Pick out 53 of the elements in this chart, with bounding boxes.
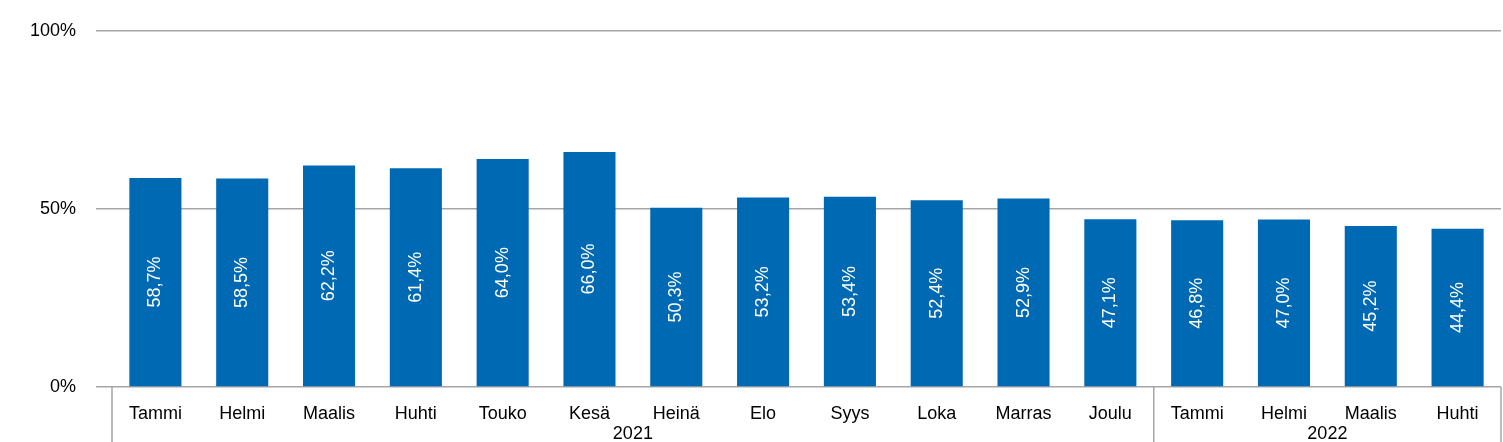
data-label: 58,7% [144, 256, 165, 308]
data-label: 52,4% [925, 267, 946, 319]
y-tick-label: 50% [39, 197, 76, 218]
x-tick-label: Tammi [1170, 402, 1224, 423]
bar [910, 200, 963, 387]
x-tick-label: Tammi [128, 402, 182, 423]
x-tick-label: Elo [750, 402, 777, 423]
x-tick-label: Joulu [1088, 402, 1132, 423]
bar [997, 198, 1050, 387]
x-tick-label: Huhti [394, 402, 437, 423]
bar [129, 177, 182, 387]
bar [823, 196, 876, 387]
x-tick-label: Syys [830, 402, 870, 423]
data-label: 47,0% [1272, 277, 1293, 329]
data-label: 45,2% [1359, 280, 1380, 332]
y-tick-label: 100% [29, 19, 76, 40]
bar [302, 165, 356, 387]
text: 2021 [612, 422, 653, 442]
data-label: 52,9% [1012, 266, 1033, 318]
data-label: 44,4% [1446, 282, 1467, 334]
data-label: 64,0% [491, 247, 512, 299]
x-tick-label: Huhti [1436, 402, 1479, 423]
data-label: 61,4% [404, 251, 425, 303]
bar [1344, 226, 1397, 387]
bar [389, 168, 442, 387]
x-tick-label: Helmi [219, 402, 266, 423]
data-label: 66,0% [578, 243, 599, 295]
bar [476, 159, 529, 387]
bar [1431, 228, 1484, 387]
x-tick-label: Marras [995, 402, 1052, 423]
bar [650, 207, 703, 387]
x-tick-label: Loka [917, 402, 958, 423]
x-tick-label: Touko [478, 402, 527, 423]
x-tick-label: Kesä [568, 402, 611, 423]
data-label: 53,2% [752, 266, 773, 318]
bar [216, 178, 269, 387]
bar [1084, 219, 1137, 387]
data-label: 58,5% [231, 256, 252, 308]
y-tick-label: 0% [49, 375, 76, 396]
bar [737, 197, 790, 387]
data-label: 62,2% [318, 250, 338, 302]
x-tick-label: Maalis [1344, 402, 1397, 423]
text: 2022 [1307, 422, 1348, 442]
data-label: 46,8% [1186, 277, 1207, 329]
bar [1257, 219, 1311, 387]
x-tick-label: Maalis [303, 402, 356, 423]
x-tick-label: Helmi [1260, 402, 1307, 423]
data-label: 53,4% [838, 266, 859, 318]
bar [563, 151, 616, 387]
x-tick-label: Heinä [652, 402, 701, 423]
data-label: 47,1% [1099, 277, 1120, 329]
bar [1171, 220, 1224, 387]
data-label: 50,3% [665, 271, 686, 323]
